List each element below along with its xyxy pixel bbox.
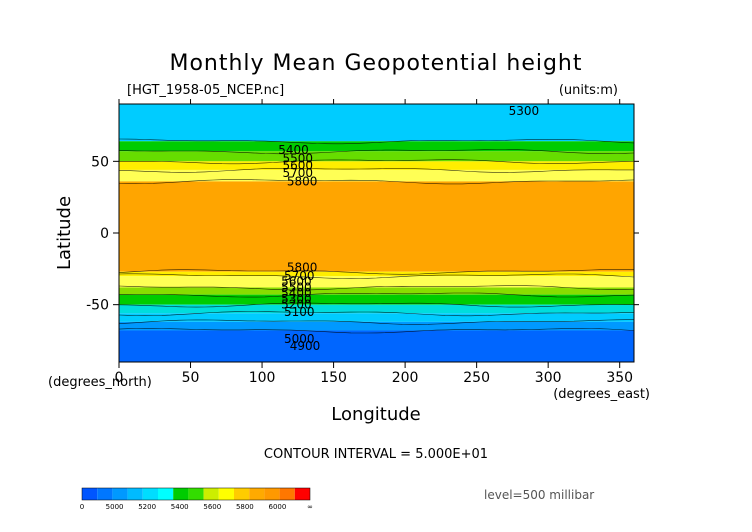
band-4 (119, 169, 634, 182)
contour-label-9: 5500 (281, 280, 312, 294)
colorbar-swatch-1 (97, 488, 113, 500)
band-2 (119, 151, 634, 162)
colorbar-swatch-11 (249, 488, 265, 500)
contour-line-10 (118, 302, 634, 308)
colorbar-label-7: ∞ (307, 503, 313, 511)
colorbar-swatch-4 (142, 488, 158, 500)
colorbar-label-1: 5000 (106, 503, 124, 511)
colorbar-swatch-5 (158, 488, 174, 500)
y-axis-ticks: 50 0 -50 (86, 154, 639, 314)
colorbar-label-4: 5600 (203, 503, 221, 511)
contour-label-7: 5700 (284, 269, 315, 283)
y-tick-label-0: 50 (91, 154, 109, 170)
colorbar-swatch-0 (82, 488, 98, 500)
contour-label-10: 5400 (281, 286, 312, 300)
x-axis-label: Longitude (331, 404, 421, 425)
band-9 (119, 294, 634, 305)
x-tick-label-5: 250 (463, 370, 490, 386)
x-axis-ticks: 0 50 100 150 200 250 300 350 (115, 99, 633, 386)
contour-line-2 (118, 149, 635, 155)
contour-line-8 (118, 285, 635, 291)
plot-area (119, 104, 634, 362)
contour-line-3 (119, 159, 635, 165)
band-5 (119, 181, 634, 272)
colorbar-swatch-6 (173, 488, 189, 500)
colorbar-label-3: 5400 (171, 503, 189, 511)
contour-line-11 (118, 311, 635, 317)
colorbar-swatch-8 (203, 488, 219, 500)
contour-label-2: 5500 (283, 151, 314, 165)
contour-label-11: 5300 (281, 292, 312, 306)
chart-title: Monthly Mean Geopotential height (169, 51, 582, 76)
colorbar-swatch-2 (112, 488, 128, 500)
band-7 (119, 276, 634, 288)
contour-label-1: 5400 (278, 143, 309, 157)
file-label: [HGT_1958-05_NCEP.nc] (127, 83, 284, 98)
x-tick-label-2: 100 (249, 370, 276, 386)
band-8 (119, 287, 634, 295)
contour-labels: 5300540055005600570058005800570056005500… (278, 104, 539, 353)
y-tick-label-2: -50 (86, 298, 109, 314)
colorbar-swatch-14 (294, 488, 310, 500)
contour-label-4: 5700 (283, 166, 314, 180)
contour-line-7 (118, 273, 635, 279)
colorbar-swatch-7 (188, 488, 204, 500)
units-label: (units:m) (559, 83, 618, 98)
contour-line-13 (118, 328, 635, 334)
colorbar: 0 5000 5200 5400 5600 5800 6000 ∞ (80, 487, 313, 511)
y-tick-label-1: 0 (100, 226, 109, 242)
band-10 (119, 304, 634, 314)
contour-line-9 (119, 292, 635, 298)
colorbar-label-6: 6000 (269, 503, 287, 511)
contour-label-12: 5200 (281, 298, 312, 312)
contour-label-5: 5800 (287, 174, 318, 188)
contour-label-13: 5100 (284, 305, 315, 319)
colorbar-swatch-10 (234, 488, 250, 500)
colorbar-swatch-12 (264, 488, 280, 500)
x-unit-label: (degrees_east) (553, 387, 650, 402)
band-3 (119, 161, 634, 170)
contour-line-4 (118, 168, 634, 173)
colorbar-label-5: 5800 (236, 503, 254, 511)
contour-line-6 (118, 269, 635, 275)
y-axis-label: Latitude (54, 196, 75, 270)
colorbar-label-0: 0 (80, 503, 84, 511)
contour-line-1 (118, 138, 635, 145)
contour-label-15: 4900 (290, 339, 321, 353)
band-0 (119, 104, 634, 142)
band-13 (119, 330, 634, 362)
contour-lines (118, 138, 635, 334)
x-tick-label-1: 50 (182, 370, 200, 386)
colorbar-label-2: 5200 (138, 503, 156, 511)
contour-interval: CONTOUR INTERVAL = 5.000E+01 (264, 447, 488, 462)
contour-label-6: 5800 (287, 260, 318, 274)
x-tick-label-4: 200 (392, 370, 419, 386)
contour-label-3: 5600 (283, 159, 314, 173)
contour-label-14: 5000 (284, 332, 315, 346)
colorbar-swatch-9 (218, 488, 234, 500)
x-tick-label-6: 300 (535, 370, 562, 386)
y-unit-label: (degrees_north) (48, 375, 152, 390)
x-tick-label-7: 350 (606, 370, 633, 386)
x-tick-label-0: 0 (115, 370, 124, 386)
level-label: level=500 millibar (484, 488, 594, 502)
band-12 (119, 321, 634, 331)
contour-label-8: 5600 (281, 275, 312, 289)
contour-line-5 (118, 179, 635, 185)
colorbar-frame (81, 487, 311, 501)
contour-label-0: 5300 (509, 104, 540, 118)
colorbar-swatch-3 (127, 488, 143, 500)
band-11 (119, 313, 634, 322)
x-tick-label-3: 150 (320, 370, 347, 386)
band-1 (119, 141, 634, 152)
contour-line-12 (118, 319, 635, 325)
colorbar-swatch-13 (279, 488, 295, 500)
